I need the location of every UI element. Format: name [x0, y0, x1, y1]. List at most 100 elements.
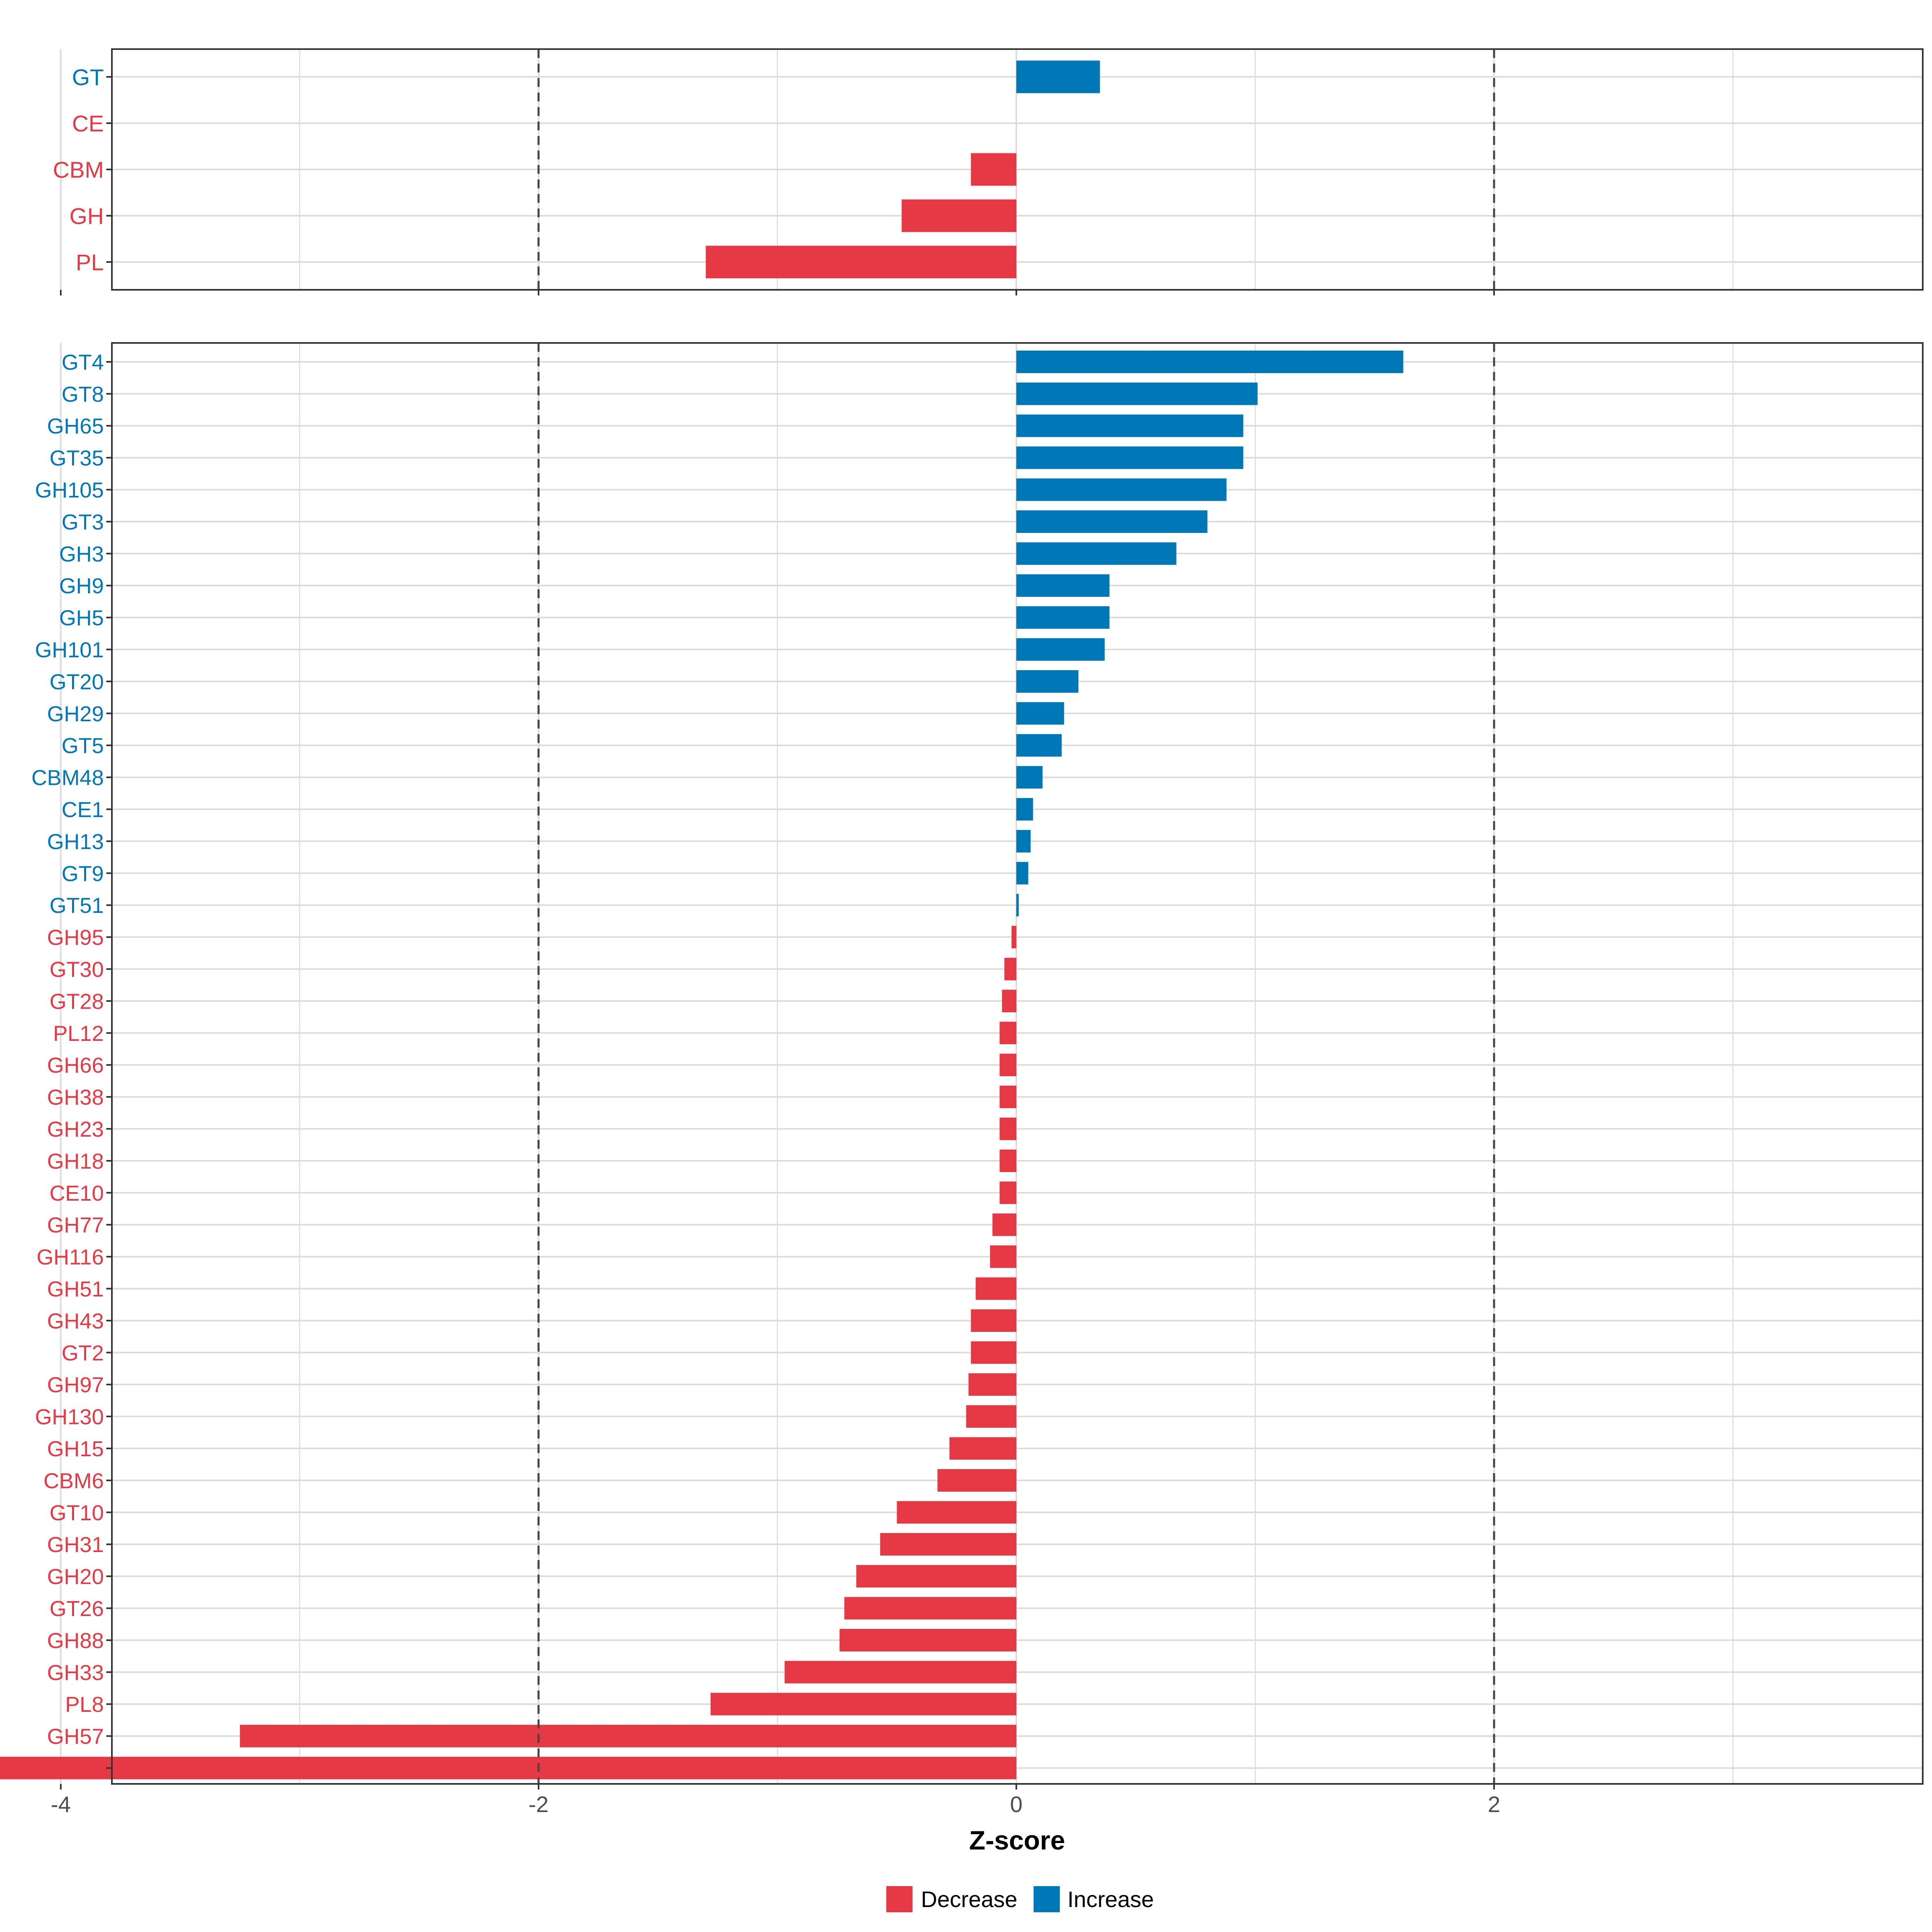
bar-GH29: [1016, 702, 1064, 725]
bar-CE1: [1016, 798, 1033, 821]
bar-GT9: [1016, 862, 1028, 885]
bar-GT51: [1016, 894, 1019, 916]
category-label-GT35: GT35: [50, 446, 104, 471]
bar-GH43: [971, 1309, 1016, 1332]
bar-GH97: [968, 1373, 1016, 1396]
category-label-GT26: GT26: [50, 1597, 104, 1621]
bar-GH18: [999, 1150, 1016, 1172]
category-label-GH51: GH51: [47, 1277, 104, 1301]
category-label-GH31: GH31: [47, 1533, 104, 1557]
category-label-GT5: GT5: [62, 734, 104, 758]
panel-border: [111, 48, 1924, 291]
bar-CE10: [999, 1181, 1016, 1204]
category-label-GT8: GT8: [62, 382, 104, 407]
category-label-CE: CE: [72, 111, 104, 137]
bar-PL8: [710, 1693, 1016, 1715]
category-label-GT28: GT28: [50, 989, 104, 1013]
bar-GH88: [839, 1629, 1016, 1651]
category-label-GH9: GH9: [59, 574, 104, 598]
category-label-CBM: CBM: [53, 157, 104, 183]
bar-GT35: [1016, 446, 1243, 469]
bar-GH9: [1016, 574, 1110, 597]
bar-GH31: [880, 1533, 1016, 1556]
bar-GT10: [897, 1501, 1016, 1524]
panel-border: [111, 342, 1924, 1785]
category-label-GH38: GH38: [47, 1086, 104, 1110]
bar-GH66: [999, 1053, 1016, 1076]
bar-GH57: [240, 1725, 1016, 1748]
category-label-GH29: GH29: [47, 702, 104, 726]
bar-GH3: [1016, 542, 1177, 565]
category-label-GH20: GH20: [47, 1565, 104, 1589]
bar-GT3: [1016, 510, 1208, 533]
x-tick-label: 2: [1488, 1792, 1500, 1817]
bar-GH20: [856, 1565, 1016, 1588]
category-label-GH18: GH18: [47, 1149, 104, 1173]
legend-label-increase: Increase: [1067, 1887, 1154, 1912]
bar-GH130: [966, 1405, 1016, 1428]
bar-GH: [902, 199, 1016, 232]
x-tick-label: -2: [528, 1792, 549, 1817]
category-label-GH116: GH116: [37, 1245, 104, 1269]
bar-PL12: [999, 1022, 1016, 1044]
legend-swatch-decrease: [886, 1886, 912, 1912]
bar-CBM6: [937, 1469, 1016, 1492]
bar-GH15: [949, 1437, 1016, 1460]
legend: Decrease Increase: [886, 1886, 1154, 1912]
bar-GH77: [992, 1213, 1016, 1236]
category-label-GH66: GH66: [47, 1053, 104, 1077]
category-label-GH77: GH77: [47, 1213, 104, 1237]
category-label-GH23: GH23: [47, 1117, 104, 1141]
bar-GT19: [0, 1757, 1016, 1779]
category-label-GT9: GT9: [62, 862, 104, 886]
category-label-GH57: GH57: [47, 1725, 104, 1749]
category-label-PL: PL: [76, 250, 104, 276]
bar-GH33: [784, 1661, 1016, 1684]
bar-GH116: [990, 1245, 1016, 1268]
bar-GH65: [1016, 414, 1243, 437]
category-label-GT10: GT10: [50, 1501, 104, 1525]
category-label-GH130: GH130: [35, 1405, 104, 1429]
bar-GH5: [1016, 606, 1110, 629]
bar-GT4: [1016, 351, 1404, 373]
legend-swatch-increase: [1034, 1886, 1060, 1912]
category-label-GH: GH: [70, 204, 104, 229]
bar-GH105: [1016, 478, 1227, 501]
category-label-GH95: GH95: [47, 926, 104, 950]
legend-label-decrease: Decrease: [921, 1887, 1018, 1912]
category-label-CBM6: CBM6: [43, 1469, 104, 1493]
x-axis-title: Z-score: [969, 1825, 1065, 1855]
category-label-GT: GT: [72, 65, 104, 91]
bar-GT8: [1016, 382, 1258, 405]
bar-GH101: [1016, 638, 1105, 661]
category-label-GT30: GT30: [50, 958, 104, 982]
bar-CBM: [971, 153, 1016, 186]
category-label-CBM48: CBM48: [31, 766, 104, 790]
category-label-CE1: CE1: [62, 798, 104, 822]
bottom-panel: GT4 GT8 GH65 GT35 GH105 GT3 GH3 GH9 GH5 GH101 GT20…: [0, 342, 1924, 1790]
category-label-GH3: GH3: [59, 542, 104, 566]
bar-GT28: [1002, 990, 1016, 1012]
bar-PL: [706, 246, 1016, 279]
category-label-GH105: GH105: [35, 478, 104, 502]
category-label-GH101: GH101: [35, 638, 104, 662]
category-label-GT51: GT51: [50, 894, 104, 918]
category-label-GH43: GH43: [47, 1309, 104, 1333]
bar-GH23: [999, 1117, 1016, 1140]
category-label-GT19: GT19: [50, 1757, 104, 1781]
bar-GH38: [999, 1086, 1016, 1108]
bar-GH13: [1016, 830, 1031, 852]
bar-GT30: [1004, 958, 1016, 980]
category-label-GT3: GT3: [62, 510, 104, 534]
category-label-GH88: GH88: [47, 1629, 104, 1653]
category-label-PL8: PL8: [65, 1693, 104, 1717]
bar-GT: [1016, 60, 1100, 93]
category-label-GH33: GH33: [47, 1661, 104, 1685]
category-label-GH97: GH97: [47, 1373, 104, 1397]
category-label-GH15: GH15: [47, 1437, 104, 1461]
category-label-GT20: GT20: [50, 670, 104, 694]
category-label-GH13: GH13: [47, 830, 104, 854]
bar-GH51: [976, 1277, 1016, 1300]
bar-GT20: [1016, 670, 1079, 693]
